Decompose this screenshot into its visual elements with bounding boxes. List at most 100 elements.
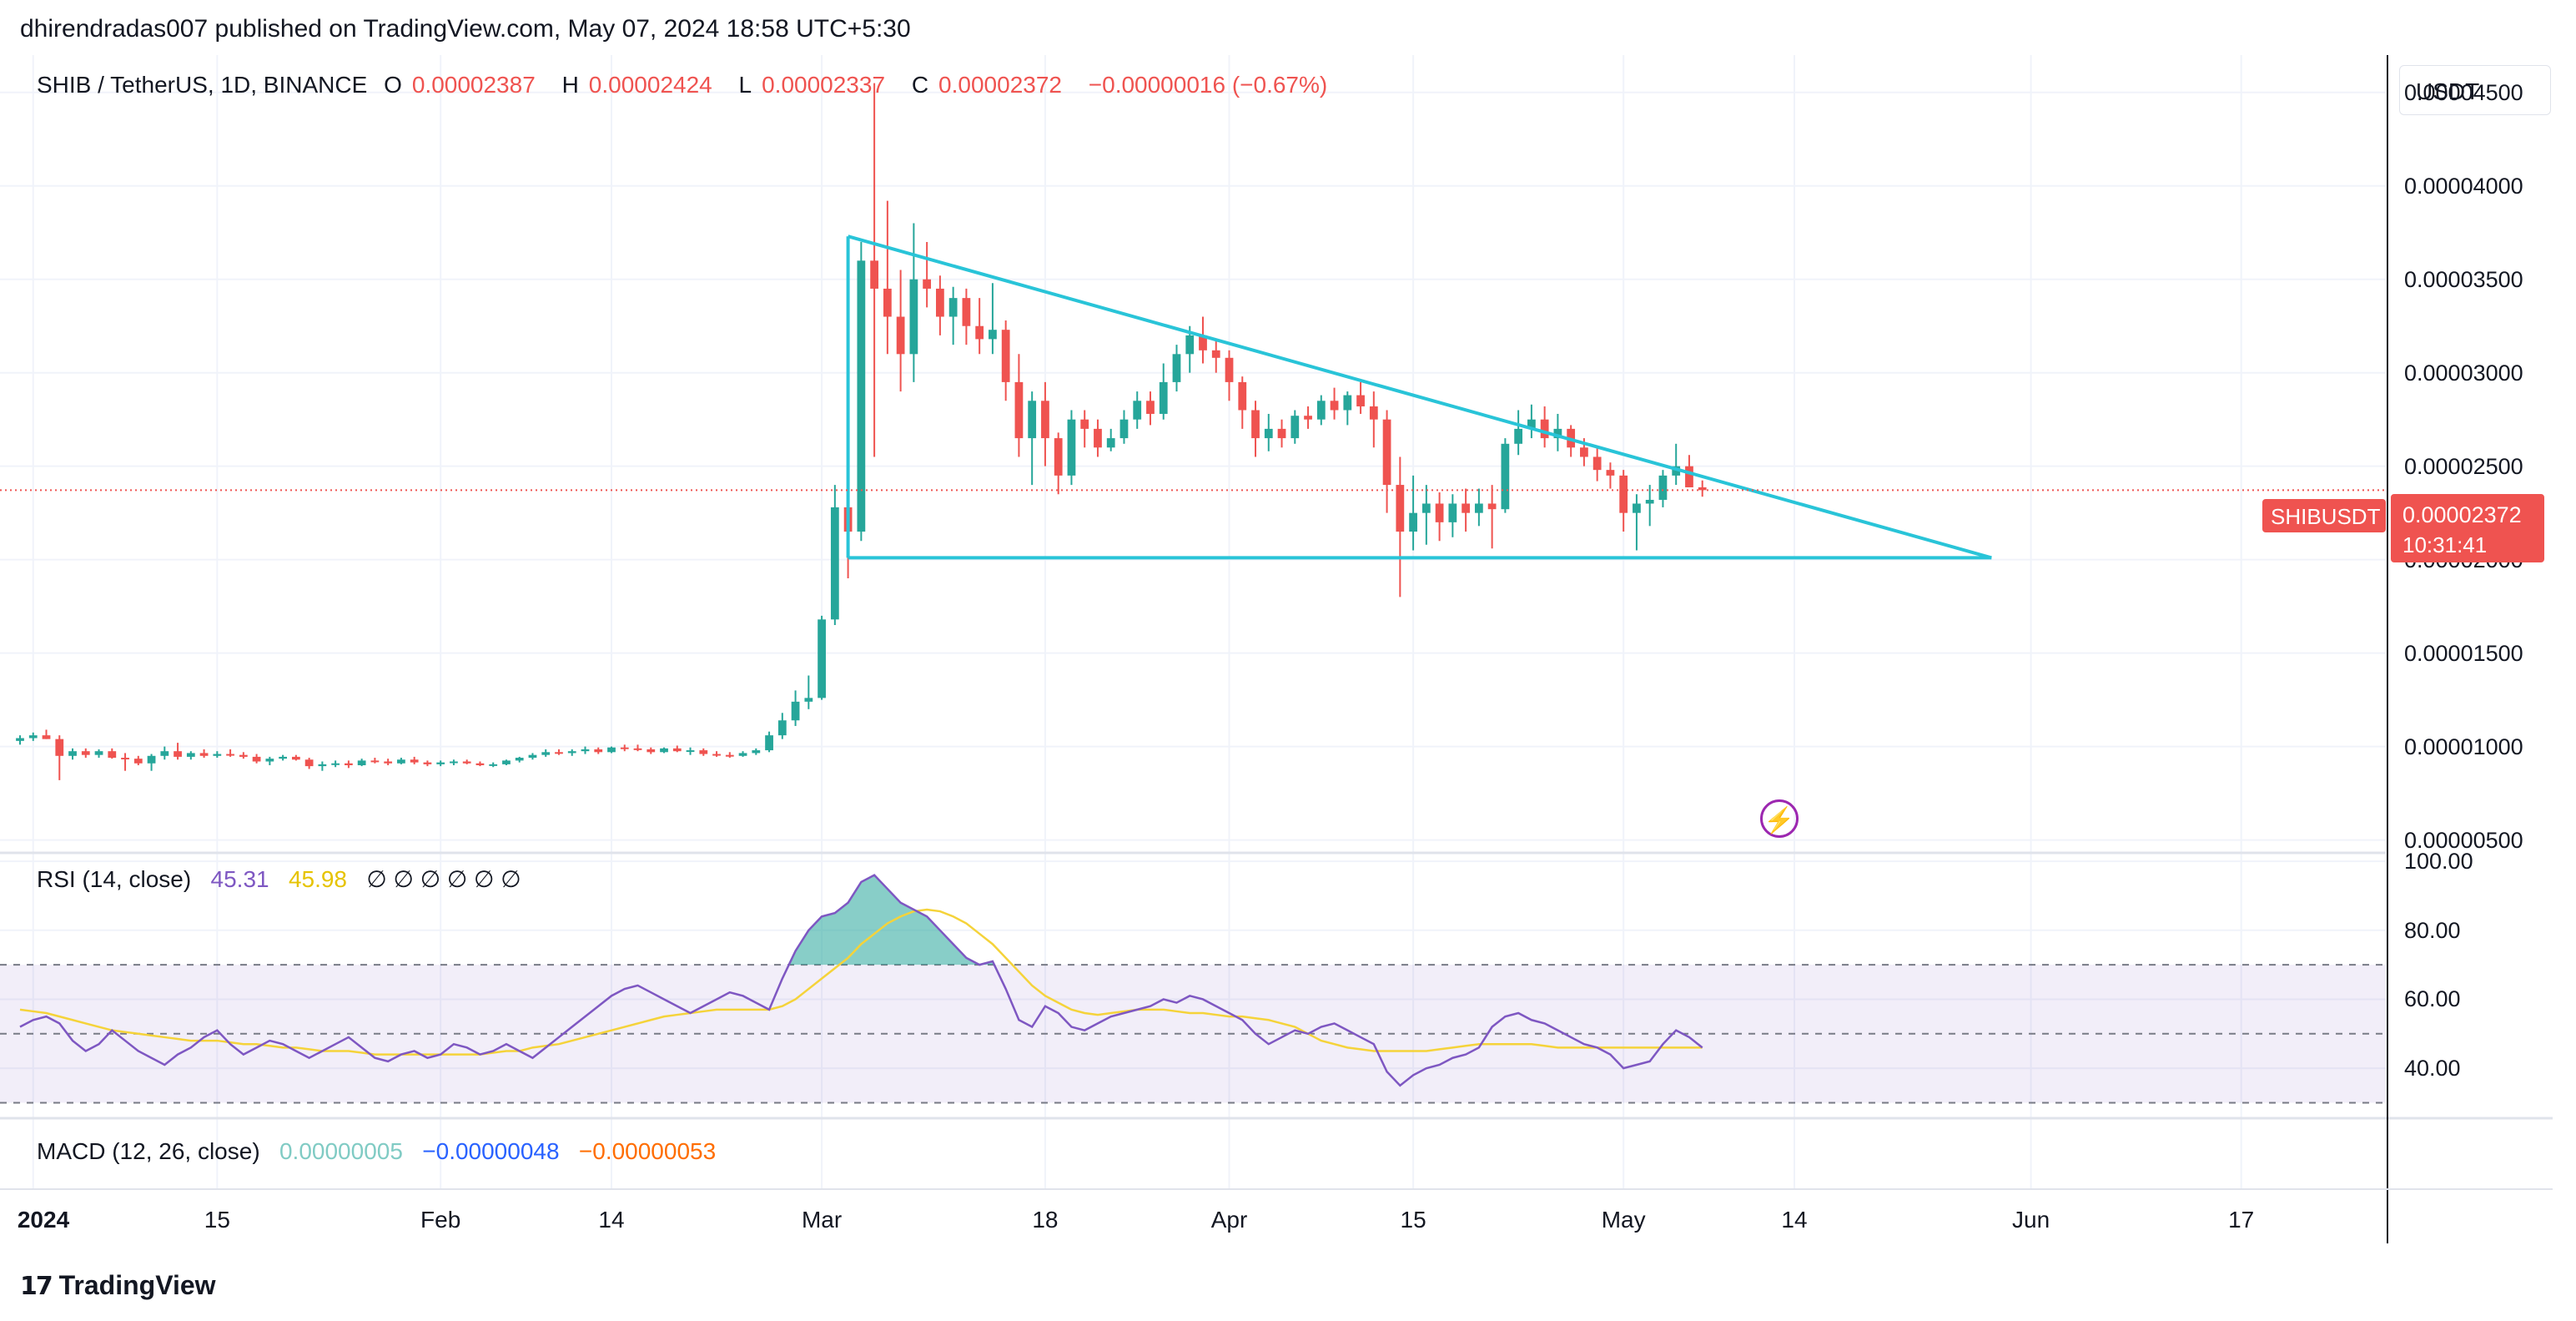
symbol-name[interactable]: SHIB / TetherUS, 1D, BINANCE [37, 72, 368, 98]
candle [1001, 320, 1010, 401]
candle [94, 749, 103, 759]
candle-body [1080, 419, 1089, 429]
candle-body [1185, 335, 1195, 355]
time-tick-label: 15 [204, 1207, 230, 1233]
candle [357, 759, 366, 767]
candle-body [1606, 470, 1615, 476]
tradingview-logo[interactable]: 𝟭𝟳 TradingView [20, 1272, 216, 1299]
candle [370, 758, 380, 764]
candle-body [1106, 438, 1115, 448]
candle [870, 83, 878, 457]
close-label: C [911, 72, 929, 98]
currency-selector[interactable] [2399, 65, 2551, 115]
candle [1514, 410, 1523, 456]
candle [672, 745, 682, 753]
candle [909, 223, 918, 382]
candle-body [528, 754, 537, 759]
candle [1540, 406, 1549, 448]
candle-body [1343, 395, 1352, 411]
candle [804, 675, 813, 709]
candle-body [818, 619, 826, 698]
candle-body [410, 759, 419, 763]
candle-body [357, 760, 366, 765]
candle [633, 744, 642, 752]
macd-legend[interactable]: MACD (12, 26, close) 0.00000005 −0.00000… [37, 1140, 716, 1163]
candle [1633, 494, 1641, 551]
candle-body [1146, 401, 1155, 414]
tv-logo-icon: 𝟭𝟳 [20, 1273, 53, 1300]
candle [962, 288, 971, 345]
candle [1041, 381, 1049, 466]
macd-value: −0.00000048 [422, 1138, 560, 1164]
candle [55, 735, 64, 780]
macd-label[interactable]: MACD (12, 26, close) [37, 1138, 260, 1164]
candle [489, 762, 498, 768]
candle-body [174, 751, 182, 757]
candle [975, 298, 984, 355]
candle-body [1041, 401, 1049, 439]
rsi-tick-label: 60.00 [2404, 986, 2461, 1012]
candle-body [1540, 419, 1549, 439]
candle [1448, 494, 1457, 537]
rsi-line [19, 874, 1703, 1087]
candle [1369, 391, 1378, 448]
triangle-upper-line [848, 234, 1992, 560]
candle-body [1592, 456, 1602, 471]
close-value: 0.00002372 [938, 72, 1062, 98]
candle-body [475, 763, 485, 765]
candle-body [1330, 401, 1339, 411]
time-tick-label: Feb [420, 1207, 461, 1233]
price-tick-label: 0.00001000 [2404, 734, 2523, 759]
candle-body [857, 260, 866, 532]
lightning-icon[interactable]: ⚡ [1760, 799, 1799, 838]
candle [1462, 488, 1470, 532]
candle-body [28, 735, 38, 739]
candle-body [1133, 401, 1142, 420]
candle-body [791, 701, 800, 721]
candle-body [594, 749, 603, 753]
time-tick-label: 14 [1781, 1207, 1808, 1233]
candle [1106, 428, 1115, 451]
candle-body [94, 751, 103, 755]
candle-body [1251, 410, 1260, 439]
candle-body [450, 761, 458, 764]
candle [883, 200, 892, 355]
candle-body [1304, 416, 1312, 420]
candle [331, 760, 340, 768]
candle-body [213, 754, 222, 756]
candle [423, 760, 432, 767]
rsi-legend[interactable]: RSI (14, close) 45.31 45.98 ∅ ∅ ∅ ∅ ∅ ∅ [37, 868, 521, 891]
candle-body [384, 761, 393, 764]
candle [1304, 406, 1312, 429]
candle-body [1211, 350, 1220, 358]
candle [436, 760, 445, 767]
time-tick-label: May [1601, 1207, 1646, 1233]
candle [948, 286, 958, 345]
candle-body [948, 298, 958, 317]
candle-body [291, 756, 300, 760]
currency-label[interactable]: USDT [2416, 78, 2480, 104]
candle-body [81, 751, 90, 755]
candle [1501, 438, 1510, 513]
candle-body [1382, 419, 1391, 486]
candle-body [108, 751, 117, 759]
candle-body [55, 739, 64, 756]
candle [777, 713, 787, 739]
rsi-label[interactable]: RSI (14, close) [37, 866, 192, 892]
candle-body [1421, 503, 1431, 513]
candle-body [555, 752, 563, 754]
candle [896, 270, 905, 392]
candle-body [1685, 466, 1693, 487]
candle-body [581, 749, 590, 752]
candle-body [712, 754, 721, 756]
candle [1409, 475, 1417, 551]
candle [1264, 413, 1273, 451]
candle [607, 746, 616, 754]
symbol-legend[interactable]: SHIB / TetherUS, 1D, BINANCE O 0.00002387… [37, 73, 1337, 97]
candle [699, 748, 708, 756]
candle-body [752, 750, 761, 754]
rsi-reference-lines [0, 964, 2386, 1104]
candle-body [1396, 485, 1405, 532]
candle [1330, 387, 1339, 420]
candle [594, 747, 603, 754]
